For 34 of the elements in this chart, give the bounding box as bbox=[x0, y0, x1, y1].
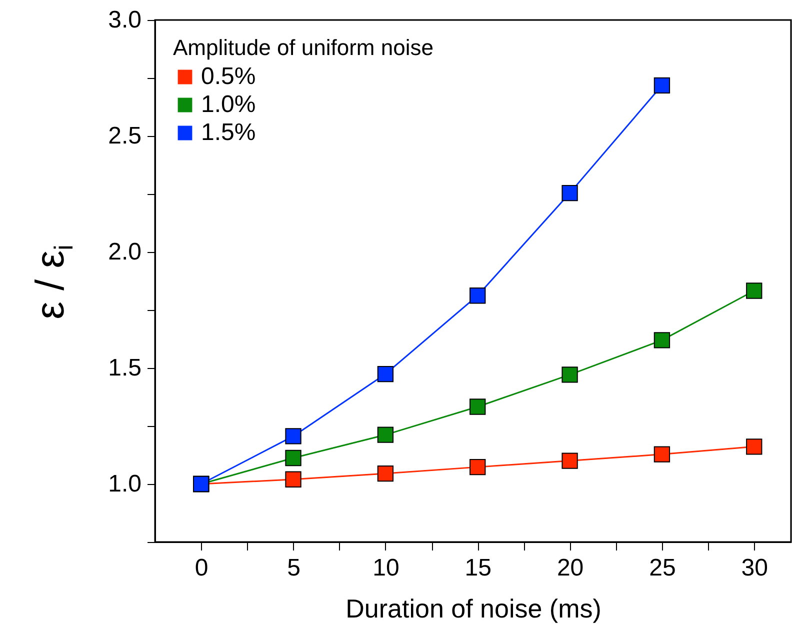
point bbox=[377, 366, 394, 382]
x-tick-label: 10 bbox=[372, 554, 400, 582]
x-tick-label: 0 bbox=[194, 554, 208, 582]
point bbox=[470, 288, 486, 304]
point bbox=[654, 332, 670, 348]
y-tick-label: 2.0 bbox=[108, 238, 142, 266]
point bbox=[470, 398, 486, 415]
y-tick-label: 3.0 bbox=[108, 6, 142, 34]
point bbox=[562, 366, 578, 383]
point bbox=[377, 426, 394, 443]
point bbox=[654, 446, 670, 462]
y-tick-label: 1.5 bbox=[108, 354, 142, 382]
point bbox=[377, 465, 394, 482]
x-axis-title: Duration of noise (ms) bbox=[346, 594, 602, 624]
point bbox=[285, 428, 302, 444]
point bbox=[746, 438, 762, 455]
point bbox=[285, 450, 302, 466]
legend-label: 0.5% bbox=[201, 63, 256, 90]
x-tick-label: 20 bbox=[556, 554, 584, 582]
y-tick-label: 2.5 bbox=[108, 122, 142, 150]
point bbox=[562, 452, 578, 469]
point bbox=[562, 184, 578, 202]
point bbox=[470, 458, 486, 476]
x-tick-label: 15 bbox=[464, 554, 492, 582]
point bbox=[654, 77, 670, 94]
y-tick-label: 1.0 bbox=[108, 470, 142, 498]
legend-label: 1.5% bbox=[201, 119, 256, 146]
x-tick-label: 5 bbox=[287, 554, 300, 582]
legend-label: 1.0% bbox=[201, 91, 256, 118]
legend-title: Amplitude of uniform noise bbox=[173, 35, 434, 60]
point bbox=[746, 282, 762, 299]
x-tick-label: 30 bbox=[741, 554, 768, 582]
point bbox=[285, 471, 302, 488]
x-tick-label: 25 bbox=[649, 554, 676, 582]
